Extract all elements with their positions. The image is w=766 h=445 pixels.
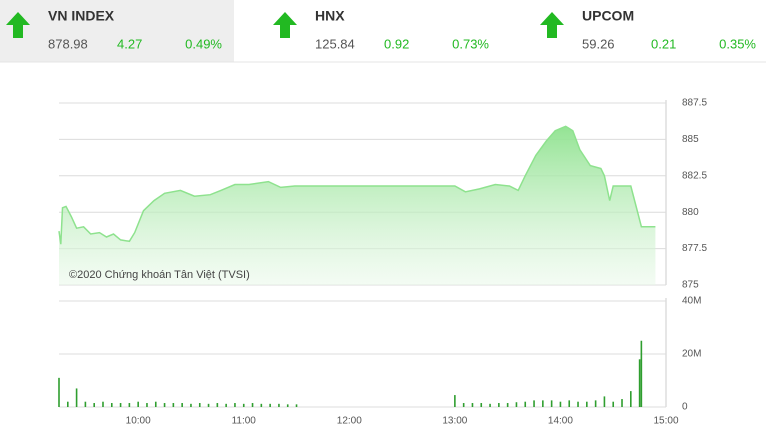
volume-bar	[172, 403, 175, 407]
volume-bar	[216, 403, 219, 407]
volume-bar	[594, 400, 597, 407]
volume-bar	[603, 396, 606, 407]
volume-bar	[498, 403, 500, 407]
volume-bar	[533, 400, 535, 407]
ticker-pct: 0.73%	[452, 36, 489, 51]
ticker-name: UPCOM	[582, 8, 634, 24]
volume-bar	[66, 401, 69, 407]
up-arrow	[273, 12, 297, 38]
y-tick-label: 20M	[682, 349, 701, 360]
volume-bar	[198, 403, 201, 407]
volume-bar	[137, 401, 139, 407]
volume-bar	[207, 403, 210, 407]
volume-bar	[471, 403, 474, 407]
volume-bar	[163, 403, 166, 407]
ticker-value: 878.98	[48, 36, 88, 51]
volume-bar	[128, 403, 131, 407]
volume-bar	[640, 340, 643, 407]
ticker-change: 0.21	[651, 36, 676, 51]
volume-bar	[84, 401, 87, 407]
volume-bar	[75, 388, 78, 407]
volume-bar	[286, 404, 289, 407]
volume-bar	[612, 401, 615, 407]
ticker-value: 125.84	[315, 36, 355, 51]
x-tick-label: 15:00	[653, 416, 678, 427]
y-tick-label: 880	[682, 207, 699, 218]
volume-bar	[489, 403, 491, 407]
volume-bar	[242, 403, 245, 407]
volume-bar	[251, 403, 254, 407]
up-arrow	[540, 12, 564, 38]
ticker-name: HNX	[315, 8, 345, 24]
ticker-change: 0.92	[384, 36, 409, 51]
y-tick-label: 877.5	[682, 243, 707, 254]
y-tick-label: 875	[682, 280, 699, 291]
x-tick-label: 10:00	[126, 416, 151, 427]
volume-bar	[102, 401, 104, 407]
volume-bar	[110, 403, 113, 407]
volume-bar	[181, 403, 183, 407]
volume-bar	[93, 403, 95, 407]
price-line	[58, 125, 656, 245]
volume-bar	[225, 403, 227, 407]
volume-bar	[234, 403, 236, 407]
volume-bar	[278, 403, 280, 407]
volume-bar	[462, 403, 465, 407]
y-tick-label: 887.5	[682, 98, 707, 109]
volume-bar	[58, 377, 60, 407]
volume-bar	[454, 395, 456, 407]
volume-bar	[480, 403, 483, 407]
y-tick-label: 0	[682, 402, 688, 413]
ticker-change: 4.27	[117, 36, 142, 51]
volume-bar	[559, 401, 562, 407]
ticker-name: VN INDEX	[48, 8, 115, 24]
volume-bar	[621, 399, 623, 407]
volume-bar	[146, 403, 148, 407]
y-tick-label: 885	[682, 134, 699, 145]
volume-bar	[295, 404, 298, 407]
up-arrow	[6, 12, 30, 38]
y-tick-label: 40M	[682, 296, 701, 307]
volume-bar	[269, 403, 271, 407]
x-tick-label: 12:00	[337, 416, 362, 427]
x-tick-label: 14:00	[548, 416, 573, 427]
x-tick-label: 11:00	[232, 416, 257, 427]
x-tick-label: 13:00	[442, 416, 467, 427]
volume-bar	[154, 401, 157, 407]
volume-bar	[524, 401, 527, 407]
volume-bar	[260, 403, 263, 407]
volume-bar	[630, 391, 632, 407]
volume-bar	[568, 400, 571, 407]
y-tick-label: 882.5	[682, 170, 707, 181]
ticker-pct: 0.49%	[185, 36, 222, 51]
volume-bar	[119, 403, 122, 407]
volume-bar	[550, 400, 553, 407]
volume-bar	[506, 403, 509, 407]
ticker-bg	[0, 0, 234, 62]
ticker-value: 59.26	[582, 36, 615, 51]
area-fill	[59, 126, 656, 285]
volume-bar	[577, 401, 579, 407]
volume-bar	[190, 403, 192, 407]
watermark: ©2020 Chứng khoán Tân Việt (TVSI)	[69, 269, 250, 281]
volume-bar	[586, 401, 588, 407]
volume-bar	[515, 402, 518, 407]
volume-bar	[638, 359, 641, 407]
ticker-pct: 0.35%	[719, 36, 756, 51]
volume-bar	[542, 400, 544, 407]
